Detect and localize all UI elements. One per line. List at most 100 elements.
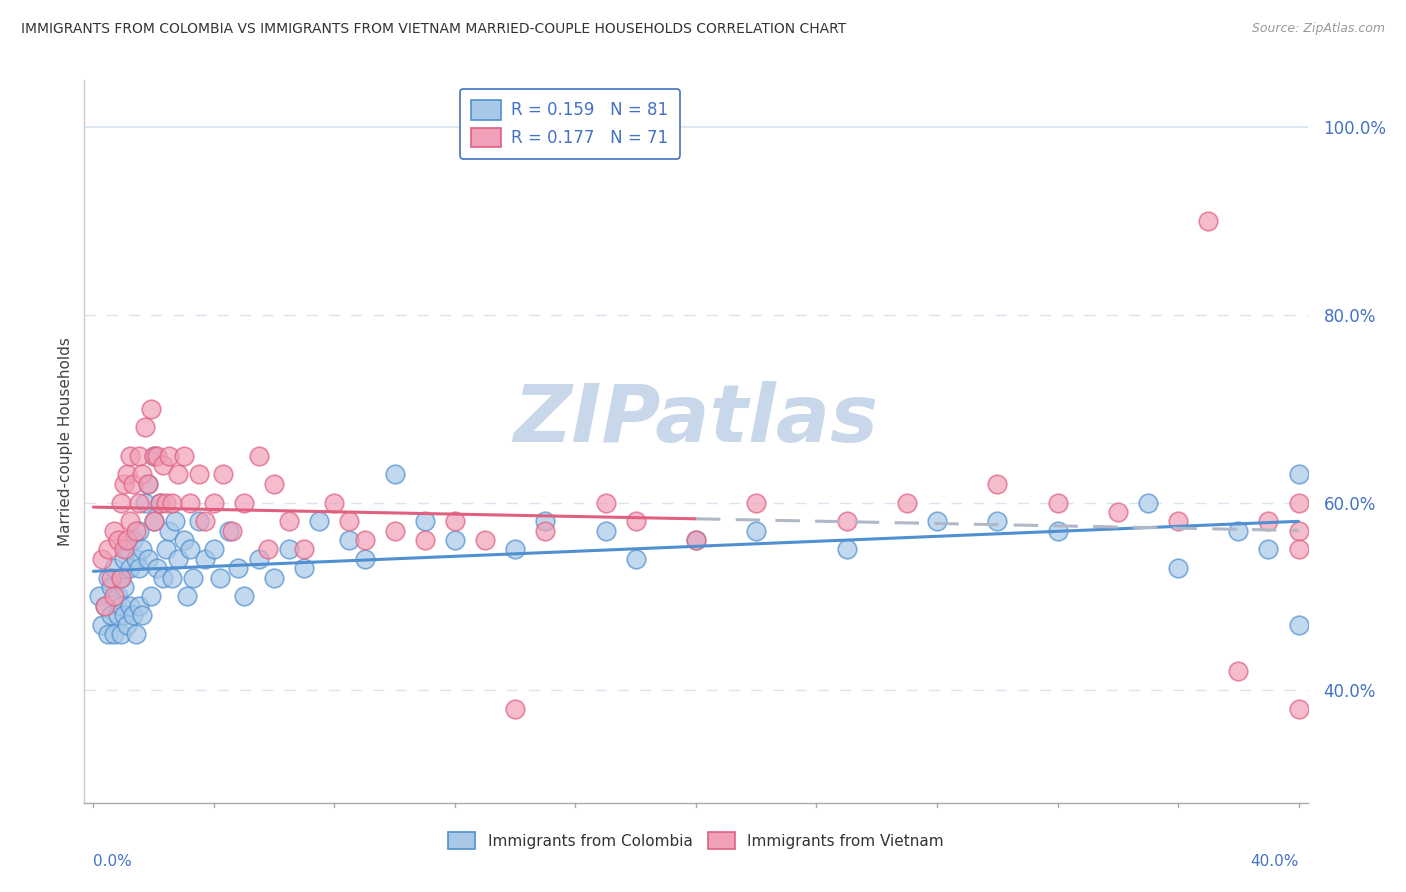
Point <box>1107 505 1129 519</box>
Point <box>685 533 707 547</box>
Point <box>115 617 138 632</box>
Point <box>152 571 174 585</box>
Point <box>179 495 201 509</box>
Point <box>1227 665 1250 679</box>
Point <box>91 551 114 566</box>
Point <box>233 495 256 509</box>
Point <box>118 514 141 528</box>
Point <box>124 627 146 641</box>
Point <box>121 608 143 623</box>
Point <box>226 561 249 575</box>
Point <box>115 542 138 557</box>
Point <box>595 495 617 509</box>
Point <box>121 533 143 547</box>
Point <box>292 542 315 557</box>
Point <box>685 533 707 547</box>
Point <box>1288 702 1310 716</box>
Point <box>115 533 138 547</box>
Point <box>128 495 150 509</box>
Point <box>1288 467 1310 482</box>
Point <box>1257 514 1279 528</box>
Point <box>155 542 177 557</box>
Y-axis label: Married-couple Households: Married-couple Households <box>58 337 73 546</box>
Point <box>896 495 918 509</box>
Text: 0.0%: 0.0% <box>93 855 132 870</box>
Point <box>103 590 125 604</box>
Point <box>139 401 162 416</box>
Point <box>149 495 172 509</box>
Point <box>142 449 165 463</box>
Point <box>128 599 150 613</box>
Point <box>1227 524 1250 538</box>
Point <box>1288 617 1310 632</box>
Point <box>353 551 375 566</box>
Point <box>139 590 162 604</box>
Point <box>100 608 122 623</box>
Point <box>1167 561 1189 575</box>
Point <box>136 551 159 566</box>
Point <box>444 533 467 547</box>
Point <box>107 533 129 547</box>
Point <box>128 524 150 538</box>
Point <box>263 571 285 585</box>
Point <box>247 449 270 463</box>
Point <box>263 476 285 491</box>
Point <box>339 514 361 528</box>
Point <box>1046 524 1069 538</box>
Point <box>97 627 120 641</box>
Point <box>384 467 406 482</box>
Point <box>94 599 117 613</box>
Point <box>194 514 217 528</box>
Text: 40.0%: 40.0% <box>1250 855 1299 870</box>
Point <box>112 608 135 623</box>
Point <box>91 617 114 632</box>
Point <box>384 524 406 538</box>
Point <box>136 476 159 491</box>
Point <box>145 449 167 463</box>
Point <box>110 599 132 613</box>
Point <box>745 524 768 538</box>
Text: ZIPatlas: ZIPatlas <box>513 381 879 458</box>
Point <box>835 514 858 528</box>
Point <box>339 533 361 547</box>
Point <box>103 561 125 575</box>
Point <box>534 514 557 528</box>
Point <box>534 524 557 538</box>
Point <box>134 420 156 434</box>
Point <box>97 542 120 557</box>
Point <box>257 542 280 557</box>
Point <box>202 495 225 509</box>
Point <box>278 542 301 557</box>
Point <box>103 524 125 538</box>
Point <box>142 449 165 463</box>
Point <box>1167 514 1189 528</box>
Point <box>1197 214 1219 228</box>
Point <box>835 542 858 557</box>
Point <box>166 467 188 482</box>
Point <box>100 571 122 585</box>
Point <box>131 608 153 623</box>
Point <box>157 524 180 538</box>
Point <box>131 542 153 557</box>
Point <box>1288 495 1310 509</box>
Point <box>145 561 167 575</box>
Point <box>1288 524 1310 538</box>
Point <box>131 467 153 482</box>
Point <box>292 561 315 575</box>
Point <box>413 533 436 547</box>
Point <box>149 495 172 509</box>
Point <box>124 524 146 538</box>
Point <box>107 608 129 623</box>
Point <box>179 542 201 557</box>
Point <box>624 551 647 566</box>
Point <box>112 476 135 491</box>
Point <box>110 627 132 641</box>
Point <box>115 467 138 482</box>
Point <box>118 599 141 613</box>
Point <box>157 449 180 463</box>
Point <box>103 627 125 641</box>
Point <box>142 514 165 528</box>
Point <box>152 458 174 472</box>
Point <box>112 542 135 557</box>
Point <box>173 533 195 547</box>
